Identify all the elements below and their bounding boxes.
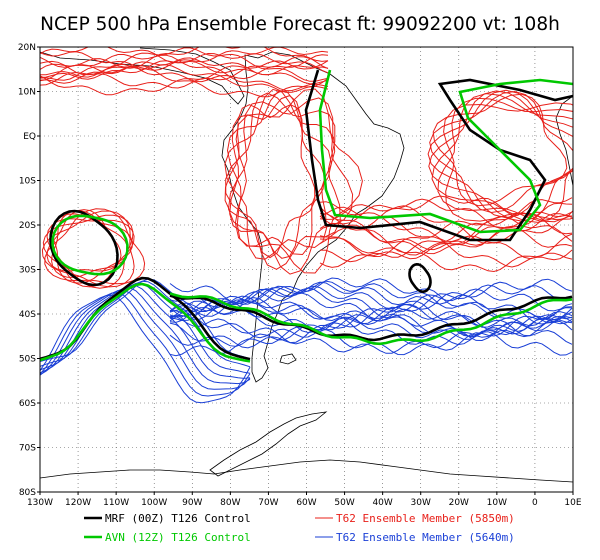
contour-layer bbox=[40, 47, 573, 404]
red-contour bbox=[234, 88, 363, 274]
lon-tick-label: 0 bbox=[532, 498, 538, 508]
mrf-control-contour bbox=[169, 294, 573, 342]
blue-contour bbox=[169, 308, 573, 347]
lon-tick-label: 80W bbox=[220, 498, 240, 508]
lon-tick-label: 30W bbox=[411, 498, 431, 508]
red-contour bbox=[40, 47, 329, 78]
red-contour bbox=[320, 213, 573, 273]
red-contour bbox=[40, 54, 329, 92]
lat-tick-label: 50S bbox=[19, 355, 36, 365]
red-contour bbox=[319, 198, 573, 248]
red-contour bbox=[224, 104, 316, 259]
lat-tick-label: EQ bbox=[23, 132, 36, 142]
red-contour bbox=[51, 213, 133, 284]
red-contour bbox=[229, 95, 326, 259]
red-contour bbox=[226, 90, 332, 256]
legend-label: AVN (12Z) T126 Control bbox=[105, 531, 251, 544]
red-contour bbox=[44, 208, 146, 285]
lat-tick-label: 80S bbox=[19, 488, 36, 498]
red-contour bbox=[40, 56, 329, 89]
lat-tick-label: 20N bbox=[18, 43, 36, 53]
lon-tick-label: 110W bbox=[103, 498, 129, 508]
red-contour bbox=[40, 52, 329, 80]
lat-tick-label: 10N bbox=[18, 88, 36, 98]
falkland-islands bbox=[279, 353, 297, 365]
red-contour bbox=[437, 97, 573, 223]
lon-tick-label: 130W bbox=[27, 498, 53, 508]
lon-tick-label: 70W bbox=[258, 498, 278, 508]
avn-control-contour bbox=[40, 282, 251, 363]
red-contour bbox=[40, 47, 329, 82]
antarctica-coast bbox=[40, 459, 573, 483]
red-contour bbox=[224, 88, 336, 260]
mrf-control-contour bbox=[49, 209, 119, 287]
blue-contour bbox=[40, 294, 251, 404]
lon-tick-label: 50W bbox=[334, 498, 354, 508]
red-contour bbox=[319, 202, 573, 255]
red-contour bbox=[443, 102, 573, 222]
legend: MRF (00Z) T126 Control AVN (12Z) T126 Con… bbox=[84, 512, 515, 544]
blue-contour bbox=[169, 278, 573, 322]
blue-contour bbox=[169, 315, 573, 354]
avn-control-contour bbox=[169, 292, 573, 346]
blue-contour bbox=[169, 284, 573, 331]
blue-contour bbox=[40, 292, 251, 397]
red-contour bbox=[319, 212, 573, 263]
lat-tick-label: 70S bbox=[19, 444, 36, 454]
lon-tick-label: 120W bbox=[65, 498, 91, 508]
legend-label: T62 Ensemble Member (5850m) bbox=[336, 512, 515, 525]
lat-tick-label: 60S bbox=[19, 399, 36, 409]
blue-contour bbox=[40, 289, 251, 390]
red-contour bbox=[40, 60, 329, 96]
avn-control-contour bbox=[318, 69, 573, 234]
blue-contour bbox=[169, 313, 573, 357]
red-contour bbox=[41, 210, 135, 288]
avn-control-contour bbox=[51, 214, 129, 276]
red-contour bbox=[319, 215, 573, 268]
lon-tick-label: 10E bbox=[564, 498, 581, 508]
lon-tick-label: 100W bbox=[141, 498, 167, 508]
lon-tick-label: 20W bbox=[449, 498, 469, 508]
lat-tick-label: 20S bbox=[19, 221, 36, 231]
africa-coastline bbox=[555, 95, 573, 187]
mrf-control-contour bbox=[408, 262, 432, 294]
blue-contour bbox=[169, 281, 573, 332]
red-contour bbox=[40, 57, 329, 85]
blue-contour bbox=[40, 287, 251, 385]
red-contour bbox=[319, 197, 573, 260]
blue-contour bbox=[40, 280, 251, 368]
lat-tick-label: 10S bbox=[19, 177, 36, 187]
lat-tick-label: 40S bbox=[19, 310, 36, 320]
blue-contour bbox=[169, 277, 573, 324]
chart-title: NCEP 500 hPa Ensemble Forecast ft: 99092… bbox=[40, 14, 560, 35]
red-contour bbox=[40, 47, 329, 76]
lon-tick-label: 90W bbox=[182, 498, 202, 508]
red-contour bbox=[40, 63, 329, 93]
red-contour bbox=[432, 93, 568, 207]
red-contour bbox=[40, 51, 329, 83]
red-contour bbox=[429, 90, 573, 214]
lon-tick-label: 60W bbox=[296, 498, 316, 508]
gridlines bbox=[40, 47, 573, 492]
blue-contour bbox=[169, 287, 573, 342]
antarctic-peninsula bbox=[209, 411, 328, 477]
blue-contour bbox=[169, 288, 573, 339]
mrf-control-contour bbox=[304, 69, 573, 242]
red-contour bbox=[428, 90, 573, 222]
legend-label: T62 Ensemble Member (5640m) bbox=[336, 531, 515, 544]
lon-tick-label: 10W bbox=[487, 498, 507, 508]
blue-contour bbox=[169, 295, 573, 346]
lon-tick-label: 40W bbox=[372, 498, 392, 508]
blue-contour bbox=[40, 278, 251, 362]
legend-label: MRF (00Z) T126 Control bbox=[105, 512, 251, 525]
red-contour bbox=[225, 92, 341, 270]
red-contour bbox=[431, 93, 573, 223]
red-contour bbox=[42, 214, 134, 289]
lat-tick-label: 30S bbox=[19, 266, 36, 276]
